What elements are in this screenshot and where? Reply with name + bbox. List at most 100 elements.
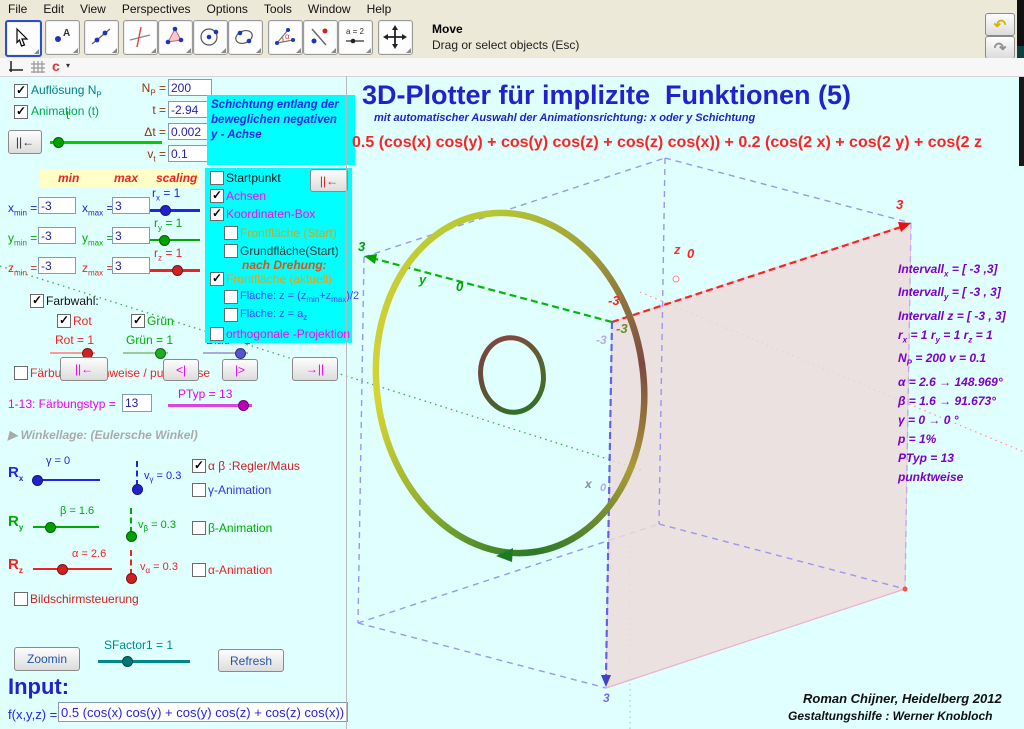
caret-down-icon[interactable]: ▾ (66, 61, 71, 70)
front-aktuell-checkbox[interactable]: ✓ (210, 272, 224, 286)
alpha-anim-checkbox[interactable] (192, 563, 206, 577)
farbwahl-checkbox[interactable]: ✓ (30, 294, 44, 308)
tool-conic-button[interactable] (228, 20, 263, 55)
regler-checkbox[interactable]: ✓ (192, 459, 206, 473)
redo-button[interactable]: ↷ (985, 36, 1015, 59)
aufloesung-checkbox[interactable]: ✓ (14, 84, 28, 98)
alpha-slider-knob[interactable] (57, 564, 68, 575)
tool-slider-button[interactable]: a = 2 (338, 20, 373, 55)
zmin-input[interactable] (38, 257, 76, 274)
grund-start-checkbox[interactable] (224, 244, 238, 258)
menu-window[interactable]: Window (307, 1, 351, 16)
options-pause-button[interactable]: ||← (310, 169, 348, 192)
rz-slider-knob[interactable] (172, 265, 183, 276)
info-intervall-y: Intervally = [ -3 , 3] (898, 285, 1001, 302)
valpha-slider-knob[interactable] (126, 573, 137, 584)
tool-circle-button[interactable] (193, 20, 228, 55)
blau-slider-knob[interactable] (235, 348, 246, 359)
gamma-anim-checkbox[interactable] (192, 483, 206, 497)
menu-view[interactable]: View (80, 1, 106, 16)
ptyp-slider-knob[interactable] (238, 400, 249, 411)
menu-perspectives[interactable]: Perspectives (121, 1, 191, 16)
xmin-input[interactable] (38, 197, 76, 214)
axes-icon[interactable] (8, 60, 24, 74)
menu-options[interactable]: Options (206, 1, 248, 16)
animation-checkbox[interactable]: ✓ (14, 105, 28, 119)
alpha-slider-track[interactable] (33, 568, 112, 570)
gamma-slider-track[interactable] (36, 479, 100, 481)
tool-select-button[interactable] (5, 20, 42, 57)
bildschirm-checkbox[interactable] (14, 592, 28, 606)
ry-slider-knob[interactable] (159, 235, 170, 246)
undo-button[interactable]: ↶ (985, 13, 1015, 36)
koordbox-checkbox[interactable]: ✓ (210, 207, 224, 221)
tool-line-button[interactable] (84, 20, 119, 55)
t-pause-button[interactable]: ||← (8, 130, 42, 154)
beta-slider-track[interactable] (33, 526, 99, 528)
rx-slider-track[interactable] (150, 209, 200, 212)
gruen-checkbox[interactable]: ✓ (131, 314, 145, 328)
jump-start-button[interactable]: ||← (60, 357, 108, 381)
menu-help[interactable]: Help (366, 1, 392, 16)
sfactor-slider-knob[interactable] (122, 656, 133, 667)
xmax-input[interactable] (112, 197, 150, 214)
ry-slider-track[interactable] (150, 239, 200, 241)
gruen-slider-track[interactable] (123, 352, 168, 354)
tool-perpendicular-line-button[interactable] (123, 20, 158, 55)
valpha-slider-track[interactable] (130, 550, 132, 575)
refresh-button[interactable]: Refresh (218, 649, 284, 672)
gamma-slider-knob[interactable] (32, 475, 43, 486)
rx-slider-knob[interactable] (160, 205, 171, 216)
panel-separator[interactable] (346, 76, 347, 729)
tool-reflect-button[interactable] (303, 20, 338, 55)
beta-slider-knob[interactable] (45, 522, 56, 533)
startpunkt-checkbox[interactable] (210, 171, 224, 185)
rot-slider-track[interactable] (50, 352, 95, 354)
faerbung-checkbox[interactable] (14, 366, 28, 380)
vgamma-slider-track[interactable] (136, 461, 138, 486)
tool-polygon-button[interactable] (158, 20, 193, 55)
vgamma-slider-knob[interactable] (132, 484, 143, 495)
face-corner-point[interactable] (902, 586, 908, 592)
ymax-input[interactable] (112, 227, 150, 244)
vt-input[interactable] (168, 145, 212, 162)
vbeta-slider-knob[interactable] (126, 531, 137, 542)
menu-tools[interactable]: Tools (263, 1, 292, 16)
fxyz-input[interactable] (58, 702, 348, 722)
vbeta-slider-track[interactable] (130, 508, 132, 533)
gruen-slider-knob[interactable] (155, 348, 166, 359)
t-input[interactable] (168, 101, 212, 118)
step-forward-button[interactable]: |> (222, 359, 258, 381)
achsen-checkbox[interactable]: ✓ (210, 189, 224, 203)
grid-icon[interactable] (30, 60, 46, 74)
winkellage-section[interactable]: ▶ Winkellage: (Eulersche Winkel) (8, 428, 198, 442)
menu-edit[interactable]: Edit (43, 1, 65, 16)
flaeche-az-checkbox[interactable] (224, 308, 238, 322)
tool-point-button[interactable]: A (45, 20, 80, 55)
zmax-input[interactable] (112, 257, 150, 274)
front-start-checkbox[interactable] (224, 226, 238, 240)
faerbungstyp-input[interactable] (122, 394, 152, 412)
flaeche-mid-checkbox[interactable] (224, 290, 238, 304)
np-input[interactable] (168, 79, 212, 96)
t-slider-track[interactable] (50, 141, 162, 144)
step-back-button[interactable]: <| (163, 359, 199, 381)
menu-file[interactable]: File (8, 1, 28, 16)
tool-move-view-button[interactable] (378, 20, 413, 55)
ry-label: Ry (8, 513, 24, 532)
dt-input[interactable] (168, 123, 212, 140)
ptyp-slider-track[interactable] (168, 404, 252, 407)
ymin-input[interactable] (38, 227, 76, 244)
reflect-icon (311, 28, 328, 46)
sfactor-slider-track[interactable] (98, 660, 190, 663)
zoomin-button[interactable]: Zoomin (14, 647, 80, 671)
tool-angle-button[interactable]: α (268, 20, 303, 55)
jump-end-button[interactable]: →|| (292, 357, 338, 381)
ortho-checkbox[interactable] (210, 327, 224, 341)
capture-point-icon[interactable]: c (52, 58, 60, 74)
blau-slider-track[interactable] (203, 352, 248, 354)
rot-checkbox[interactable]: ✓ (57, 314, 71, 328)
beta-anim-checkbox[interactable] (192, 521, 206, 535)
t-slider-knob[interactable] (53, 137, 64, 148)
